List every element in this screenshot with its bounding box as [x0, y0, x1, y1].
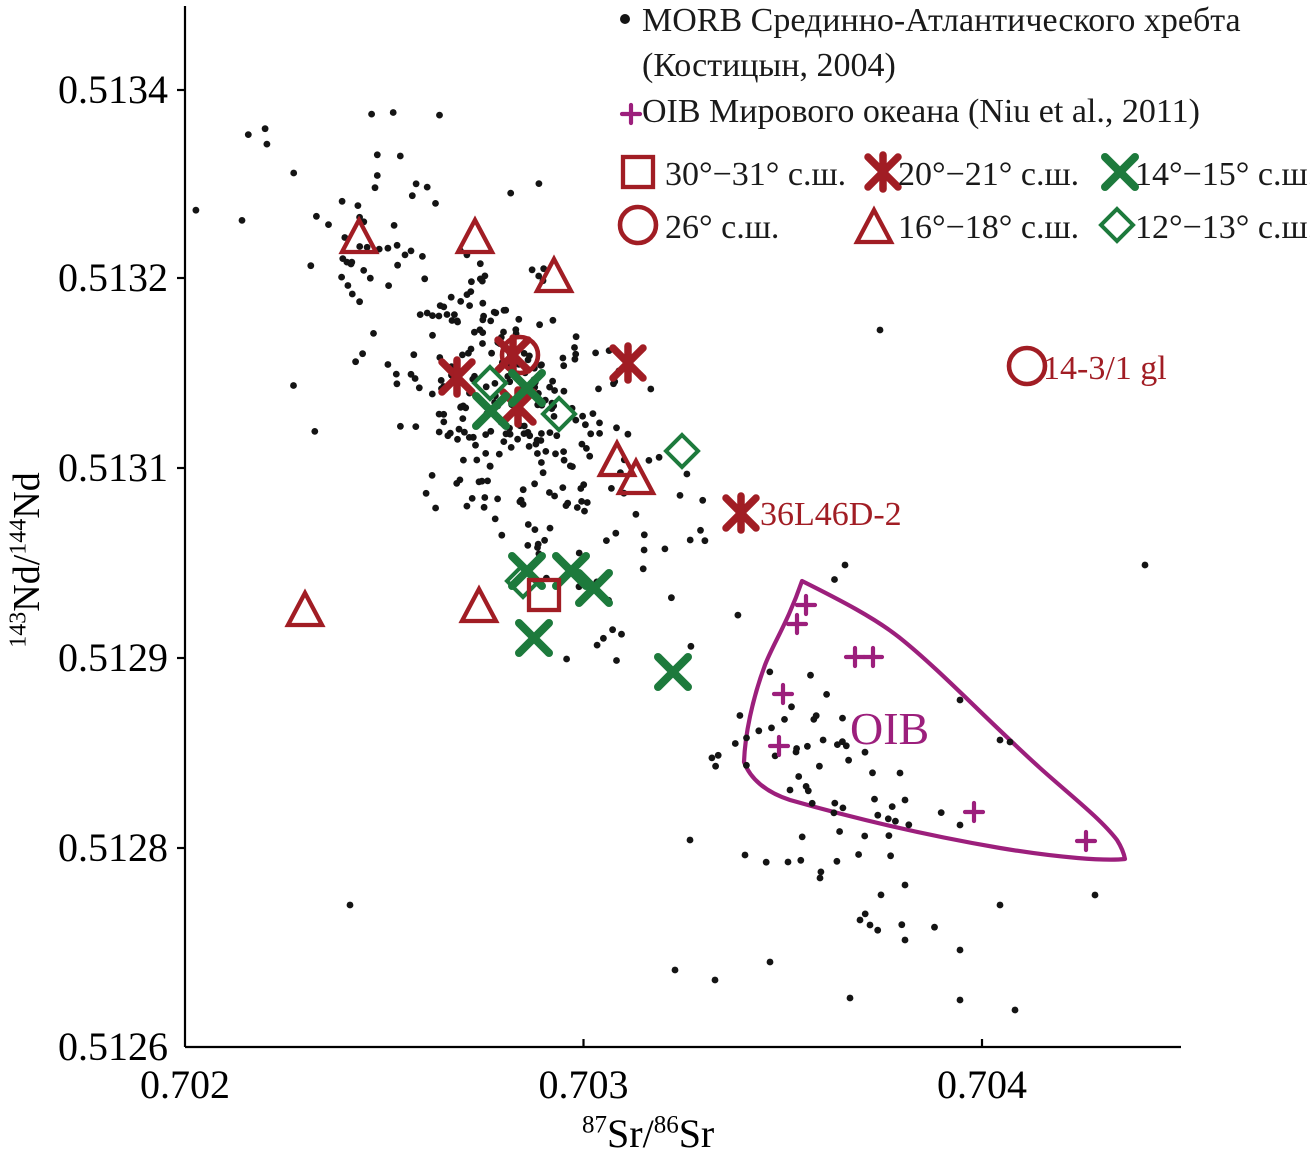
- svg-text:0.5131: 0.5131: [58, 445, 168, 490]
- svg-text:OIB: OIB: [850, 703, 929, 754]
- svg-text:14°−15° с.ш.: 14°−15° с.ш.: [1135, 156, 1310, 193]
- svg-text:(Костицын, 2004): (Костицын, 2004): [642, 47, 896, 84]
- svg-text:20°−21° с.ш.: 20°−21° с.ш.: [898, 156, 1079, 193]
- svg-text:OIB Мирового океана (Niu et al: OIB Мирового океана (Niu et al., 2011): [642, 93, 1200, 130]
- svg-text:0.5132: 0.5132: [58, 255, 168, 300]
- svg-text:16°−18° с.ш.: 16°−18° с.ш.: [898, 209, 1079, 246]
- svg-text:26° с.ш.: 26° с.ш.: [665, 209, 779, 246]
- svg-text:14-3/1 gl: 14-3/1 gl: [1043, 350, 1167, 387]
- svg-text:0.702: 0.702: [140, 1062, 230, 1107]
- svg-text:36L46D-2: 36L46D-2: [760, 496, 902, 533]
- svg-text:0.5134: 0.5134: [58, 67, 168, 112]
- svg-text:12°−13° с.ш.: 12°−13° с.ш.: [1135, 209, 1310, 246]
- svg-text:0.703: 0.703: [539, 1062, 629, 1107]
- svg-text:0.704: 0.704: [937, 1062, 1027, 1107]
- svg-text:MORB Срединно-Атлантического х: MORB Срединно-Атлантического хребта: [642, 2, 1241, 39]
- svg-text:30°−31° с.ш.: 30°−31° с.ш.: [665, 156, 846, 193]
- svg-text:0.5128: 0.5128: [58, 825, 168, 870]
- svg-text:0.5129: 0.5129: [58, 635, 168, 680]
